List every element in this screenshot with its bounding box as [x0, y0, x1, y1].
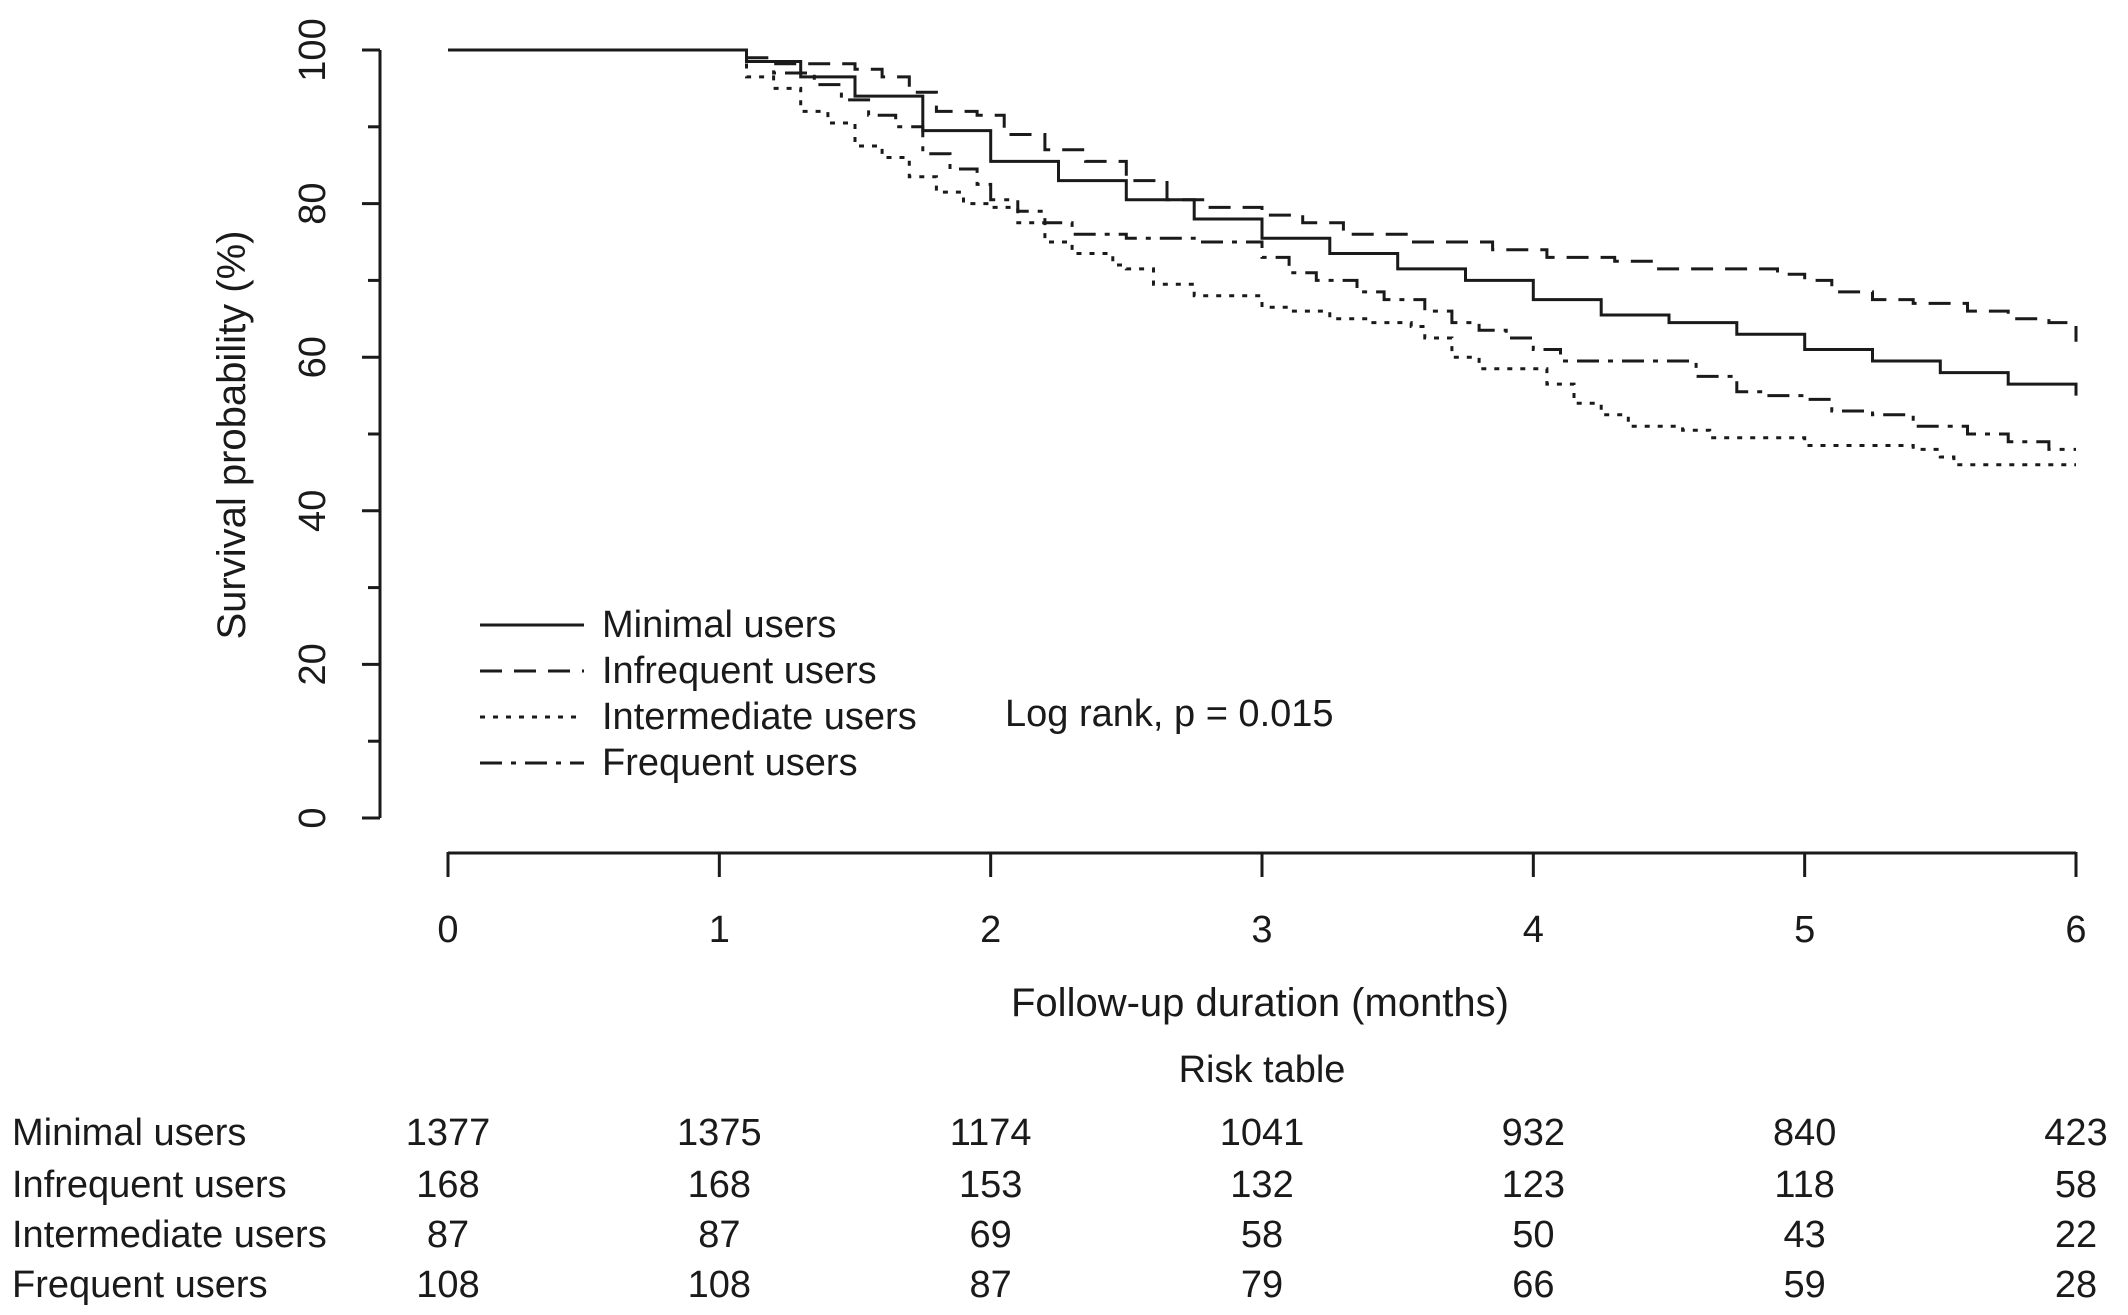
- risk-cell: 423: [2044, 1112, 2107, 1154]
- risk-cell: 58: [2055, 1164, 2097, 1206]
- x-axis: 0 1 2 3 4 5 6: [437, 851, 2087, 951]
- risk-cell: 932: [1502, 1112, 1565, 1154]
- risk-cell: 840: [1773, 1112, 1836, 1154]
- risk-cell: 87: [427, 1214, 469, 1256]
- risk-cell: 168: [416, 1164, 479, 1206]
- y-tick-label: 80: [292, 182, 334, 224]
- risk-cell: 69: [970, 1214, 1012, 1256]
- x-tick-label: 2: [980, 909, 1001, 951]
- risk-cell: 28: [2055, 1264, 2097, 1306]
- curve-frequent-users: [448, 48, 2076, 451]
- legend-label: Minimal users: [602, 604, 836, 646]
- risk-cell: 59: [1784, 1264, 1826, 1306]
- risk-cell: 1377: [406, 1112, 491, 1154]
- curve-minimal-users: [448, 48, 2078, 396]
- legend-label: Intermediate users: [602, 696, 917, 738]
- legend-label: Frequent users: [602, 742, 858, 784]
- x-tick-label: 0: [437, 909, 458, 951]
- risk-cell: 50: [1512, 1214, 1554, 1256]
- risk-cell: 132: [1230, 1164, 1293, 1206]
- risk-cell: 43: [1784, 1214, 1826, 1256]
- risk-row-label: Frequent users: [12, 1264, 268, 1306]
- risk-cell: 87: [970, 1264, 1012, 1306]
- x-tick-label: 4: [1523, 909, 1544, 951]
- y-tick-label: 100: [292, 18, 334, 81]
- y-axis: 0 20 40 60 80 100: [292, 18, 382, 829]
- risk-cell: 123: [1502, 1164, 1565, 1206]
- risk-cell: 66: [1512, 1264, 1554, 1306]
- x-tick-label: 6: [2065, 909, 2086, 951]
- x-tick-label: 1: [709, 909, 730, 951]
- y-tick-label: 40: [292, 490, 334, 532]
- risk-row-label: Infrequent users: [12, 1164, 287, 1206]
- y-tick-label: 60: [292, 336, 334, 378]
- risk-cell: 22: [2055, 1214, 2097, 1256]
- risk-row-label: Minimal users: [12, 1112, 246, 1154]
- x-tick-label: 3: [1251, 909, 1272, 951]
- risk-cell: 108: [416, 1264, 479, 1306]
- survival-curves: [448, 48, 2078, 467]
- legend-label: Infrequent users: [602, 650, 877, 692]
- risk-cell: 153: [959, 1164, 1022, 1206]
- risk-cell: 1174: [950, 1112, 1032, 1154]
- risk-cell: 118: [1774, 1164, 1835, 1206]
- curve-infrequent-users: [448, 48, 2078, 342]
- risk-table: Minimal users 1377 1375 1174 1041 932 840 423 In…: [12, 1112, 2108, 1306]
- risk-cell: 1375: [677, 1112, 762, 1154]
- risk-cell: 1041: [1220, 1112, 1305, 1154]
- x-tick-label: 5: [1794, 909, 1815, 951]
- y-axis-label: Survival probability (%): [210, 230, 254, 639]
- y-tick-label: 20: [292, 643, 334, 685]
- risk-table-title: Risk table: [1179, 1049, 1346, 1091]
- risk-cell: 79: [1241, 1264, 1283, 1306]
- y-tick-label: 0: [292, 807, 334, 828]
- risk-cell: 58: [1241, 1214, 1283, 1256]
- risk-cell: 108: [688, 1264, 751, 1306]
- log-rank-annotation: Log rank, p = 0.015: [1005, 693, 1334, 735]
- x-axis-label: Follow-up duration (months): [1011, 981, 1509, 1025]
- risk-row-label: Intermediate users: [12, 1214, 327, 1256]
- risk-cell: 87: [698, 1214, 740, 1256]
- risk-cell: 168: [688, 1164, 751, 1206]
